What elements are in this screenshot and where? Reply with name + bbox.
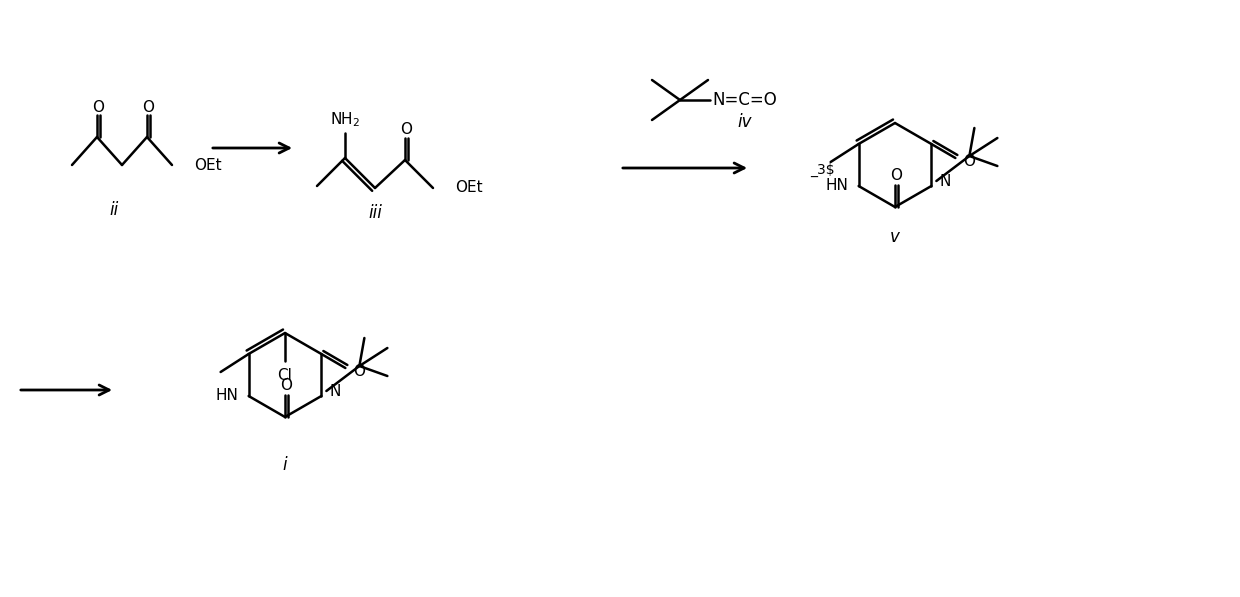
Text: O: O: [92, 100, 104, 115]
Text: O: O: [963, 153, 976, 168]
Text: O: O: [143, 100, 154, 115]
Text: OEt: OEt: [193, 158, 222, 173]
Text: O: O: [401, 122, 412, 137]
Text: _3$: _3$: [810, 163, 835, 177]
Text: ii: ii: [109, 201, 119, 219]
Text: iv: iv: [738, 113, 753, 131]
Text: N=C=O: N=C=O: [713, 91, 777, 109]
Text: N: N: [330, 383, 341, 399]
Text: N: N: [940, 174, 951, 189]
Text: Cl: Cl: [278, 368, 293, 383]
Text: i: i: [283, 456, 288, 474]
Text: O: O: [353, 364, 366, 378]
Text: HN: HN: [216, 389, 238, 404]
Text: NH$_2$: NH$_2$: [330, 110, 360, 130]
Text: OEt: OEt: [455, 180, 482, 195]
Text: v: v: [890, 228, 900, 246]
Text: HN: HN: [825, 179, 848, 193]
Text: iii: iii: [368, 204, 382, 222]
Text: O: O: [280, 377, 291, 392]
Text: O: O: [890, 168, 901, 183]
